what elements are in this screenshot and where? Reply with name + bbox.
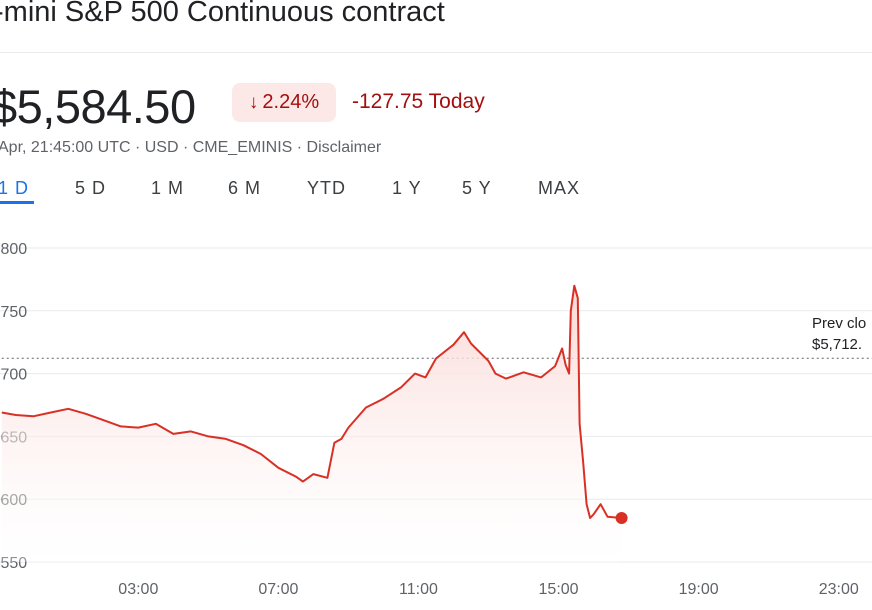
- prev-close-label: Prev clo: [812, 315, 866, 332]
- series-area: [1, 285, 622, 562]
- y-tick-label: ,700: [0, 367, 27, 384]
- arrow-down-icon: ↓: [248, 91, 259, 113]
- current-price: $5,584.50: [0, 80, 196, 133]
- tab-max[interactable]: MAX: [538, 178, 581, 198]
- page-title: -mini S&P 500 Continuous contract: [0, 0, 445, 28]
- x-tick-label: 07:00: [258, 581, 298, 598]
- x-tick-label: 11:00: [399, 581, 438, 598]
- tab-5d[interactable]: 5 D: [75, 178, 107, 198]
- title-divider: [0, 52, 872, 53]
- range-tabs: 1 D 5 D 1 M 6 M YTD 1 Y 5 Y MAX: [0, 178, 872, 212]
- change-percent: 2.24%: [262, 91, 320, 113]
- active-tab-indicator: [0, 201, 34, 204]
- price-chart: ,800,750,700,650,600,550 03:0007:0011:00…: [0, 241, 872, 598]
- change-percent-badge: ↓ 2.24%: [232, 83, 336, 122]
- tab-6m[interactable]: 6 M: [228, 178, 262, 198]
- x-tick-label: 03:00: [118, 581, 158, 598]
- x-tick-label: 23:00: [819, 581, 859, 598]
- quote-meta: Apr, 21:45:00 UTC · USD · CME_EMINIS · D…: [0, 139, 382, 156]
- y-tick-label: ,800: [0, 241, 27, 258]
- tab-1y[interactable]: 1 Y: [392, 178, 422, 198]
- tab-5y[interactable]: 5 Y: [462, 178, 492, 198]
- last-point-marker: [615, 512, 628, 525]
- x-tick-label: 19:00: [679, 581, 719, 598]
- tab-1m[interactable]: 1 M: [151, 178, 185, 198]
- y-tick-label: ,750: [0, 304, 27, 321]
- tab-ytd[interactable]: YTD: [307, 178, 346, 198]
- x-tick-label: 15:00: [539, 581, 579, 598]
- tab-1d[interactable]: 1 D: [0, 178, 30, 198]
- change-absolute: -127.75 Today: [352, 90, 485, 113]
- prev-close-value: $5,712.: [812, 336, 862, 353]
- series-line: [1, 284, 622, 519]
